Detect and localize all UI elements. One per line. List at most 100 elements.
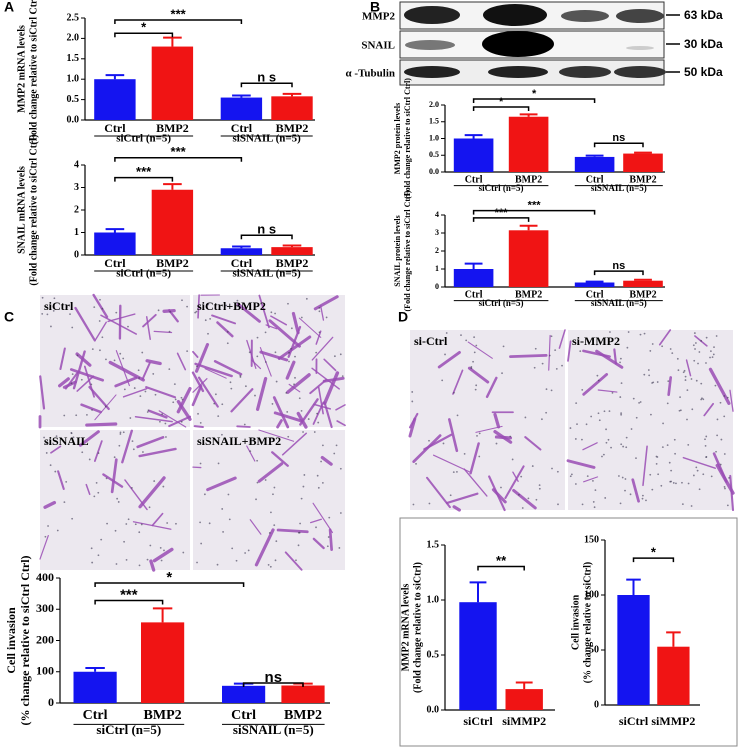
cell [448, 418, 459, 453]
pore [93, 306, 96, 309]
pore [660, 484, 663, 487]
pore [180, 396, 183, 399]
pore [594, 489, 597, 492]
blot-size: 50 kDa [684, 65, 723, 79]
micrograph-bg [40, 430, 190, 570]
bar [94, 79, 136, 120]
pore [716, 418, 719, 421]
pore [692, 344, 695, 347]
pore [273, 524, 276, 527]
pore [119, 352, 122, 355]
pore [470, 367, 473, 370]
panel-label: D [398, 309, 408, 325]
pore [90, 383, 93, 386]
cell [488, 475, 506, 512]
pore [252, 439, 255, 442]
bar [220, 248, 263, 255]
pore [520, 475, 523, 478]
y-tick-label: 50 [589, 644, 599, 655]
pore [235, 559, 238, 562]
cell [597, 389, 618, 393]
pore [75, 414, 78, 417]
significance-bracket [114, 157, 243, 162]
significance-label: *** [171, 6, 187, 21]
pore [181, 398, 184, 401]
pore [527, 497, 530, 500]
pore [341, 375, 344, 378]
cell [216, 321, 234, 338]
pore [148, 506, 151, 509]
pore [463, 452, 466, 455]
cell [246, 445, 256, 462]
pore [695, 379, 698, 382]
pore [545, 388, 548, 391]
x-tick-label: BMP2 [144, 708, 182, 723]
cell [512, 471, 519, 482]
bar [453, 138, 494, 172]
cell [78, 430, 100, 447]
cell [512, 488, 537, 510]
pore [175, 522, 177, 525]
x-tick-label: Ctrl [231, 121, 253, 135]
cell [452, 505, 461, 512]
group-label: siCtrl (n=5) [479, 298, 524, 308]
significance-label: *** [120, 586, 138, 603]
significance-bracket [240, 82, 293, 88]
pore [113, 359, 116, 362]
pore [315, 526, 317, 529]
pore [44, 535, 47, 538]
cell [191, 384, 203, 407]
x-tick-label: siMMP2 [651, 714, 695, 728]
pore [691, 408, 694, 411]
pore [651, 382, 654, 384]
pore [604, 497, 607, 499]
pore [524, 416, 527, 419]
pore [256, 459, 259, 462]
pore [592, 479, 594, 482]
pore [146, 411, 149, 413]
group-label: siCtrl (n=5) [116, 268, 171, 280]
pore [686, 389, 689, 391]
chart: 0.0 0.5 1.0 1.5 2.0 2.5 MMP2 mRNA levels (Fold … [16, 0, 315, 145]
pore [610, 446, 612, 449]
pore [140, 523, 143, 526]
cell [39, 534, 49, 560]
significance-bracket [114, 176, 174, 182]
cell [115, 350, 130, 387]
pore [213, 402, 216, 405]
cell [100, 314, 138, 335]
pore [697, 362, 699, 365]
cell [524, 436, 542, 451]
pore [521, 507, 524, 509]
significance-label: n s [257, 70, 276, 85]
pore [556, 470, 559, 473]
pore [456, 470, 458, 473]
y-tick-label: 2.0 [67, 33, 80, 44]
error-bar [232, 94, 251, 98]
blot-label: α -Tubulin [346, 68, 395, 80]
micrograph-label: si-MMP2 [572, 334, 620, 348]
pore [668, 461, 671, 464]
cell [566, 459, 596, 469]
pore [338, 547, 341, 549]
significance-bracket [242, 682, 304, 687]
pore [570, 473, 573, 476]
cell [145, 359, 162, 366]
pore [620, 382, 623, 385]
pore [165, 436, 167, 438]
pore [533, 366, 536, 369]
pore [196, 365, 198, 368]
cell [276, 528, 309, 534]
pore [575, 402, 578, 405]
pore [199, 462, 202, 465]
pore [597, 379, 600, 382]
y-tick-label: 0 [74, 249, 79, 260]
error-bar [105, 74, 125, 80]
cell [168, 415, 192, 428]
cell [467, 341, 493, 359]
bar [94, 232, 136, 255]
pore [173, 383, 176, 386]
pore [224, 438, 227, 441]
y-tick-label: 2 [74, 204, 79, 215]
y-tick-label: 0 [435, 282, 439, 291]
